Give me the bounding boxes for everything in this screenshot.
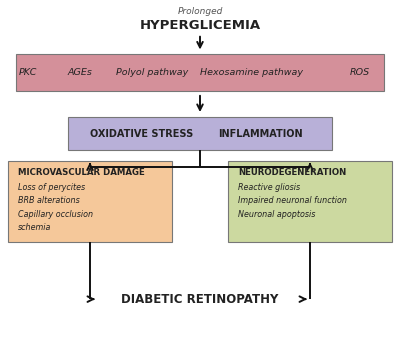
Text: MICROVASCULAR DAMAGE: MICROVASCULAR DAMAGE bbox=[18, 168, 145, 177]
Text: Hexosamine pathway: Hexosamine pathway bbox=[200, 68, 304, 77]
Text: Capillary occlusion: Capillary occlusion bbox=[18, 210, 93, 219]
Text: ROS: ROS bbox=[350, 68, 370, 77]
Text: PKC: PKC bbox=[19, 68, 37, 77]
Bar bbox=[8, 161, 172, 242]
Text: INFLAMMATION: INFLAMMATION bbox=[218, 128, 303, 139]
Text: BRB alterations: BRB alterations bbox=[18, 196, 80, 205]
Bar bbox=[16, 54, 384, 91]
Text: Reactive gliosis: Reactive gliosis bbox=[238, 183, 300, 192]
Text: Impaired neuronal function: Impaired neuronal function bbox=[238, 196, 347, 205]
Text: Prolonged: Prolonged bbox=[177, 7, 223, 16]
Text: NEURODEGENERATION: NEURODEGENERATION bbox=[238, 168, 346, 177]
Text: DIABETIC RETINOPATHY: DIABETIC RETINOPATHY bbox=[121, 293, 279, 306]
Text: AGEs: AGEs bbox=[68, 68, 92, 77]
Bar bbox=[228, 161, 392, 242]
Text: HYPERGLICEMIA: HYPERGLICEMIA bbox=[140, 19, 260, 32]
Text: Neuronal apoptosis: Neuronal apoptosis bbox=[238, 210, 315, 219]
Text: OXIDATIVE STRESS: OXIDATIVE STRESS bbox=[90, 128, 194, 139]
Bar bbox=[68, 117, 332, 150]
Text: schemia: schemia bbox=[18, 223, 51, 232]
Text: Polyol pathway: Polyol pathway bbox=[116, 68, 188, 77]
Text: Loss of perycites: Loss of perycites bbox=[18, 183, 85, 192]
